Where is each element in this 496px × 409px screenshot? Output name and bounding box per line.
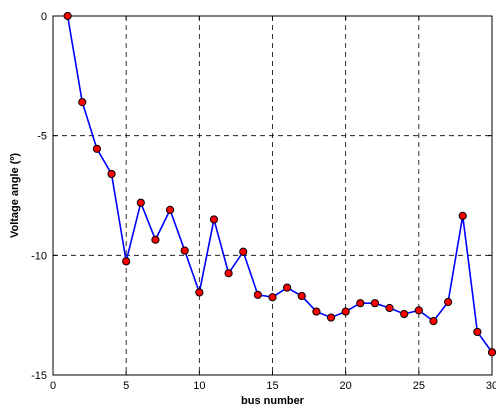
x-tick-label: 25: [413, 380, 425, 392]
data-point: [239, 247, 248, 256]
data-point: [385, 303, 394, 313]
data-point: [78, 98, 87, 107]
data-point: [414, 306, 423, 315]
series-line: [66, 15, 493, 353]
data-point: [429, 317, 438, 326]
y-tick-label: -15: [31, 370, 47, 382]
y-tick-label: 0: [41, 11, 47, 23]
x-tick-label: 10: [193, 380, 205, 392]
data-point: [151, 235, 160, 244]
x-tick-label: 0: [50, 380, 56, 392]
data-point: [107, 169, 116, 179]
data-point: [136, 198, 145, 207]
x-tick-label: 5: [123, 380, 129, 392]
data-point: [444, 297, 453, 307]
x-tick-label: 15: [266, 380, 278, 392]
data-point: [341, 307, 350, 316]
data-point: [487, 348, 496, 357]
data-point: [458, 211, 467, 220]
x-tick-label: 30: [486, 380, 496, 392]
y-tick-labels: 0 -5 -10 -15: [31, 11, 47, 382]
data-point: [283, 283, 292, 292]
data-point: [165, 205, 175, 214]
data-point: [312, 307, 321, 316]
data-point: [195, 288, 204, 297]
x-tick-labels: 0 5 10 15 20 25 30: [50, 380, 496, 392]
data-point: [356, 299, 365, 308]
data-point: [253, 290, 262, 299]
data-points: [63, 11, 496, 357]
grid-lines: [53, 16, 492, 375]
data-point: [63, 11, 72, 21]
data-point: [370, 299, 380, 308]
x-tick-label: 20: [340, 380, 352, 392]
data-point: [400, 309, 409, 319]
y-tick-label: -10: [31, 250, 47, 262]
data-point: [180, 246, 189, 255]
data-point: [209, 215, 219, 224]
data-point: [92, 144, 102, 153]
data-point: [297, 291, 306, 301]
y-tick-label: -5: [37, 131, 47, 143]
x-axis-label: bus number: [241, 395, 305, 407]
data-point: [122, 257, 131, 266]
data-point: [224, 269, 233, 278]
axis-ticks: [52, 15, 493, 376]
y-axis-label: Voltage angle (º): [9, 153, 21, 238]
plot-area-frame: [52, 15, 493, 376]
data-point: [268, 293, 277, 302]
data-point: [326, 313, 336, 322]
data-point: [473, 327, 482, 337]
